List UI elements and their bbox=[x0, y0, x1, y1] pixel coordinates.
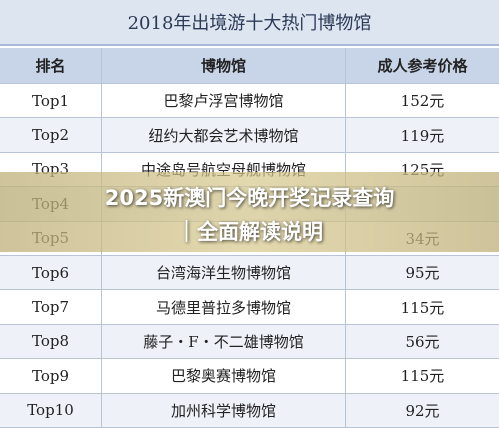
table-cell: 92元 bbox=[405, 401, 440, 420]
table-row: Top7 马德里普拉多博物馆 115元 bbox=[0, 290, 499, 325]
table-cell: 56元 bbox=[405, 332, 440, 351]
overlay-line: ｜全面解读说明 bbox=[176, 220, 323, 244]
table-row: Top8 藤子・F・不二雄博物馆 56元 bbox=[0, 324, 499, 360]
overlay-banner: 2025新澳门今晚开奖记录查询 ｜全面解读说明 bbox=[0, 172, 499, 252]
table-cell: Top1 bbox=[0, 84, 102, 118]
table-cell: 藤子・F・不二雄博物馆 bbox=[102, 324, 346, 359]
table-cell: Top7 bbox=[0, 290, 102, 324]
table-row: Top6 台湾海洋生物博物馆 95元 bbox=[0, 256, 499, 291]
header-cell: 博物馆 bbox=[102, 48, 346, 83]
table-cell: 纽约大都会艺术博物馆 bbox=[102, 118, 346, 152]
table-row: Top2 纽约大都会艺术博物馆 119元 bbox=[0, 118, 499, 153]
table-cell: Top8 bbox=[0, 324, 102, 359]
header-row: 排名 博物馆 成人参考价格 bbox=[0, 48, 499, 84]
table-title: 2018年出境游十大热门博物馆 bbox=[0, 0, 499, 46]
table-cell: 115元 bbox=[400, 298, 445, 317]
overlay-line: 2025新澳门今晚开奖记录查询 bbox=[104, 186, 395, 210]
table-row: Top9 巴黎奥赛博物馆 115元 bbox=[0, 359, 499, 394]
table-row: Top10 加州科学博物馆 92元 bbox=[0, 393, 499, 428]
table-cell: Top6 bbox=[0, 256, 102, 290]
table-cell: Top10 bbox=[0, 393, 102, 427]
table-cell: Top2 bbox=[0, 118, 102, 152]
table-cell: 巴黎卢浮宫博物馆 bbox=[102, 84, 346, 118]
header-cell: 排名 bbox=[0, 48, 102, 83]
table-cell: Top9 bbox=[0, 359, 102, 393]
table-cell: 马德里普拉多博物馆 bbox=[102, 290, 346, 324]
table-cell: 台湾海洋生物博物馆 bbox=[102, 256, 346, 290]
table-cell: 152元 bbox=[400, 92, 445, 111]
table-row: Top1 巴黎卢浮宫博物馆 152元 bbox=[0, 84, 499, 119]
header-cell: 成人参考价格 bbox=[377, 57, 468, 75]
table-cell: 95元 bbox=[405, 264, 440, 283]
table-cell: 119元 bbox=[400, 126, 445, 145]
table-cell: 加州科学博物馆 bbox=[102, 393, 346, 427]
table-cell: 巴黎奥赛博物馆 bbox=[102, 359, 346, 393]
table-cell: 115元 bbox=[400, 367, 445, 386]
